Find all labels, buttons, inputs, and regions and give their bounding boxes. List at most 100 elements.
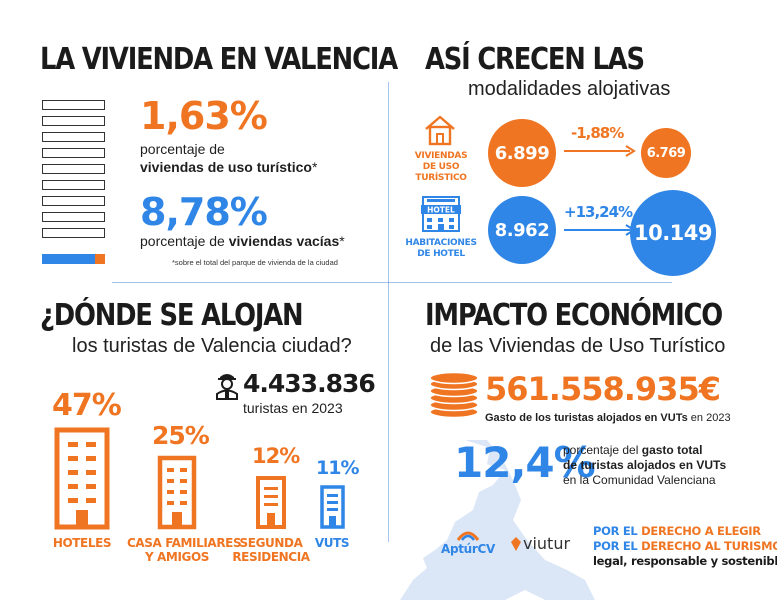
- vut-percentage-caption: porcentaje de viviendas de uso turístico…: [140, 140, 317, 176]
- label-line: HABITACIONES: [405, 238, 477, 248]
- apturcv-logo: AptúrCV: [436, 526, 500, 560]
- housing-bar: [42, 180, 105, 190]
- label-line: VIVIENDAS: [414, 151, 468, 161]
- caption-line: en la Comunidad Valenciana: [563, 473, 716, 487]
- impacto-title: IMPACTO ECONÓMICO: [425, 298, 723, 333]
- caption-line: porcentaje del gasto total: [563, 443, 726, 458]
- slogan-line: POR EL DERECHO AL TURISMO: [593, 539, 777, 554]
- vut-percentage: 1,63%: [140, 94, 268, 138]
- slogan-line: legal, responsable y sostenible: [593, 554, 777, 568]
- house-icon: [425, 115, 455, 146]
- building-icon: [256, 476, 286, 529]
- building-icon: [157, 455, 197, 530]
- label-line: VUTS: [314, 536, 350, 550]
- building-pct: 12%: [252, 444, 300, 468]
- divider-vertical: [388, 82, 389, 542]
- slogan-line: POR EL DERECHO A ELEGIR: [593, 524, 777, 539]
- hotel-change: +13,24%: [564, 203, 633, 221]
- hotel-from-value: 8.962: [494, 219, 550, 241]
- housing-bar: [42, 148, 105, 158]
- hotel-icon: HOTEL: [421, 196, 461, 232]
- footnote: *sobre el total del parque de vivienda d…: [172, 258, 338, 267]
- housing-bar: [42, 100, 105, 110]
- arrow-right-icon: [564, 224, 636, 236]
- vacias-share: [42, 254, 96, 264]
- slogan-rest: DERECHO AL TURISMO: [641, 539, 777, 553]
- caption-line: viviendas de uso turístico*: [140, 158, 317, 176]
- building-icon: [320, 485, 345, 529]
- hotel-icon-text: HOTEL: [427, 206, 455, 215]
- hotel-to-circle: 10.149: [630, 190, 716, 276]
- label-line: DE USO TURÍSTICO: [415, 162, 467, 183]
- slogan: POR EL DERECHO A ELEGIR POR EL DERECHO A…: [593, 524, 777, 569]
- impacto-subtitle: de las Viviendas de Uso Turístico: [430, 335, 726, 357]
- building-label: VUTS: [302, 536, 362, 550]
- vut-label: VIVIENDAS DE USO TURÍSTICO: [403, 151, 479, 184]
- crecen-subtitle: modalidades alojativas: [468, 78, 671, 100]
- hotel-label: HABITACIONES DE HOTEL: [403, 238, 479, 260]
- viutur-logo-text: viutur: [523, 534, 571, 553]
- turisticas-share: [95, 254, 105, 264]
- slogan-rest: DERECHO A ELEGIR: [641, 524, 761, 538]
- slogan-prefix: POR EL: [593, 524, 642, 538]
- gasto-value: 561.558.935€: [485, 370, 721, 408]
- building-pct: 25%: [152, 421, 210, 450]
- vacias-percentage-caption: porcentaje de viviendas vacías*: [140, 233, 345, 249]
- caption-bold: de turistas alojados en VUTs: [563, 458, 727, 472]
- viutur-logo-mark: [511, 536, 521, 551]
- porcentaje-caption: porcentaje del gasto total de turistas a…: [563, 443, 726, 488]
- tourists-caption: turistas en 2023: [243, 400, 343, 416]
- hotel-from-circle: 8.962: [488, 196, 556, 264]
- vut-from-circle: 6.899: [488, 119, 556, 187]
- caption-bold: gasto total: [641, 443, 703, 457]
- hotel-to-value: 10.149: [633, 221, 713, 245]
- label-line: DE HOTEL: [417, 249, 465, 259]
- caption-bold: viviendas de uso turístico: [140, 159, 312, 175]
- housing-bar: [42, 116, 105, 126]
- vut-from-value: 6.899: [494, 142, 550, 164]
- vivienda-title: LA VIVIENDA EN VALENCIA: [40, 42, 398, 77]
- tourist-icon: [216, 374, 238, 400]
- caption-suffix: *: [339, 233, 345, 249]
- alojan-title: ¿DÓNDE SE ALOJAN: [40, 298, 304, 333]
- arrow-right-icon: [564, 145, 636, 157]
- viutur-logo: viutur: [511, 534, 570, 553]
- caption-text: porcentaje del: [563, 443, 642, 457]
- caption-text: porcentaje de: [140, 233, 229, 249]
- caption-bold: viviendas vacías: [228, 233, 340, 249]
- caption-suffix: en 2023: [687, 412, 731, 424]
- vut-to-circle: 6.769: [641, 128, 691, 178]
- housing-bar: [42, 164, 105, 174]
- divider-horizontal: [112, 282, 672, 283]
- housing-bar: [42, 212, 105, 222]
- slogan-prefix: POR EL: [593, 539, 642, 553]
- label-line: Y AMIGOS: [144, 550, 210, 564]
- region-map: [400, 440, 595, 600]
- label-line: HOTELES: [52, 536, 112, 550]
- porcentaje-value: 12,4%: [454, 438, 596, 487]
- caption-line: porcentaje de: [140, 141, 225, 157]
- building-pct: 47%: [52, 388, 122, 423]
- housing-bar: [42, 132, 105, 142]
- building-pct: 11%: [316, 457, 359, 479]
- vacias-percentage: 8,78%: [140, 190, 268, 234]
- housing-bar: [42, 196, 105, 206]
- building-label: HOTELES: [42, 536, 122, 550]
- coins-icon: [429, 372, 479, 418]
- caption-suffix: *: [311, 159, 318, 175]
- building-label: CASA FAMILIARES Y AMIGOS: [127, 536, 242, 564]
- label-line: SEGUNDA: [239, 536, 303, 550]
- apturcv-logo-mark: [456, 531, 480, 541]
- vut-change: -1,88%: [571, 124, 624, 142]
- vut-to-value: 6.769: [646, 145, 686, 161]
- label-line: CASA FAMILIARES: [127, 536, 242, 550]
- housing-share-bar: [42, 254, 105, 264]
- apturcv-logo-text: AptúrCV: [440, 542, 496, 556]
- housing-bar: [42, 228, 105, 238]
- label-line: RESIDENCIA: [232, 550, 310, 564]
- tourists-count: 4.433.836: [243, 369, 376, 398]
- alojan-subtitle: los turistas de Valencia ciudad?: [72, 335, 352, 357]
- caption-bold: Gasto de los turistas alojados en VUTs: [485, 412, 688, 424]
- gasto-caption: Gasto de los turistas alojados en VUTs e…: [485, 412, 731, 424]
- building-icon: [54, 427, 110, 530]
